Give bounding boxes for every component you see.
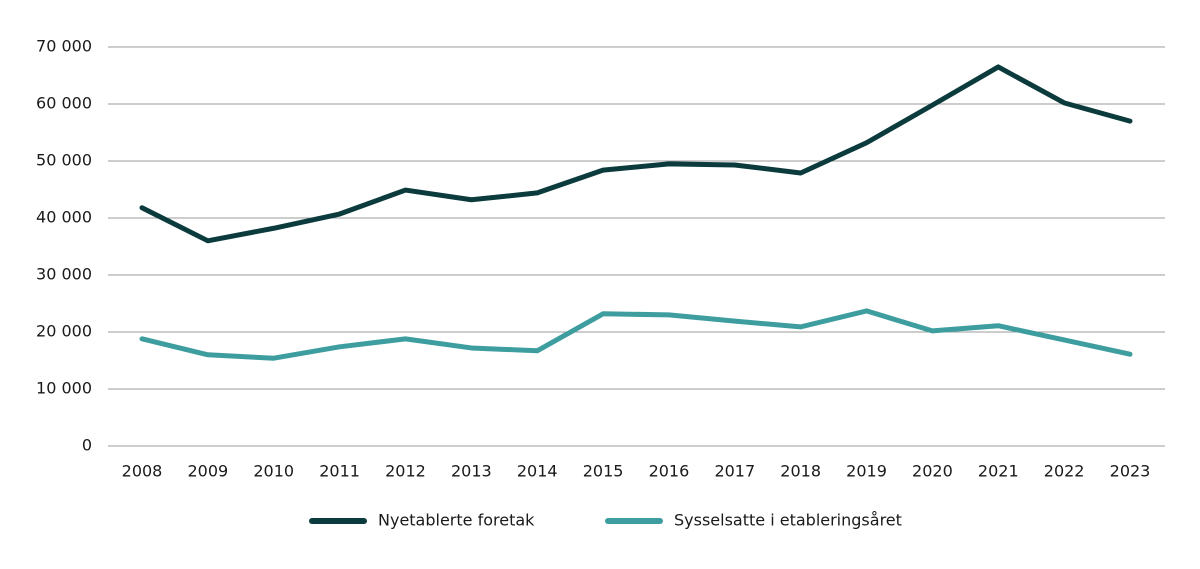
x-tick-label: 2011	[319, 462, 360, 481]
x-tick-label: 2021	[978, 462, 1019, 481]
y-tick-label: 60 000	[36, 94, 92, 113]
x-tick-label: 2012	[385, 462, 426, 481]
x-tick-label: 2017	[714, 462, 755, 481]
series-line	[139, 64, 1133, 244]
y-tick-label: 50 000	[36, 151, 92, 170]
x-tick-label: 2014	[517, 462, 558, 481]
x-tick-label: 2015	[583, 462, 624, 481]
x-tick-label: 2013	[451, 462, 492, 481]
x-tick-label: 2018	[780, 462, 821, 481]
x-tick-label: 2023	[1110, 462, 1151, 481]
y-tick-label: 20 000	[36, 322, 92, 341]
x-tick-label: 2016	[649, 462, 690, 481]
x-tick-label: 2019	[846, 462, 887, 481]
x-tick-label: 2008	[122, 462, 163, 481]
legend-label: Nyetablerte foretak	[378, 511, 535, 530]
y-tick-label: 30 000	[36, 265, 92, 284]
y-tick-label: 10 000	[36, 379, 92, 398]
x-tick-label: 2009	[188, 462, 229, 481]
x-tick-label: 2020	[912, 462, 953, 481]
y-tick-label: 0	[82, 436, 92, 455]
y-tick-label: 40 000	[36, 208, 92, 227]
series-line	[139, 308, 1133, 361]
legend-label: Sysselsatte i etableringsåret	[674, 511, 902, 530]
x-tick-label: 2010	[253, 462, 294, 481]
x-tick-label: 2022	[1044, 462, 1085, 481]
y-tick-label: 70 000	[36, 37, 92, 56]
